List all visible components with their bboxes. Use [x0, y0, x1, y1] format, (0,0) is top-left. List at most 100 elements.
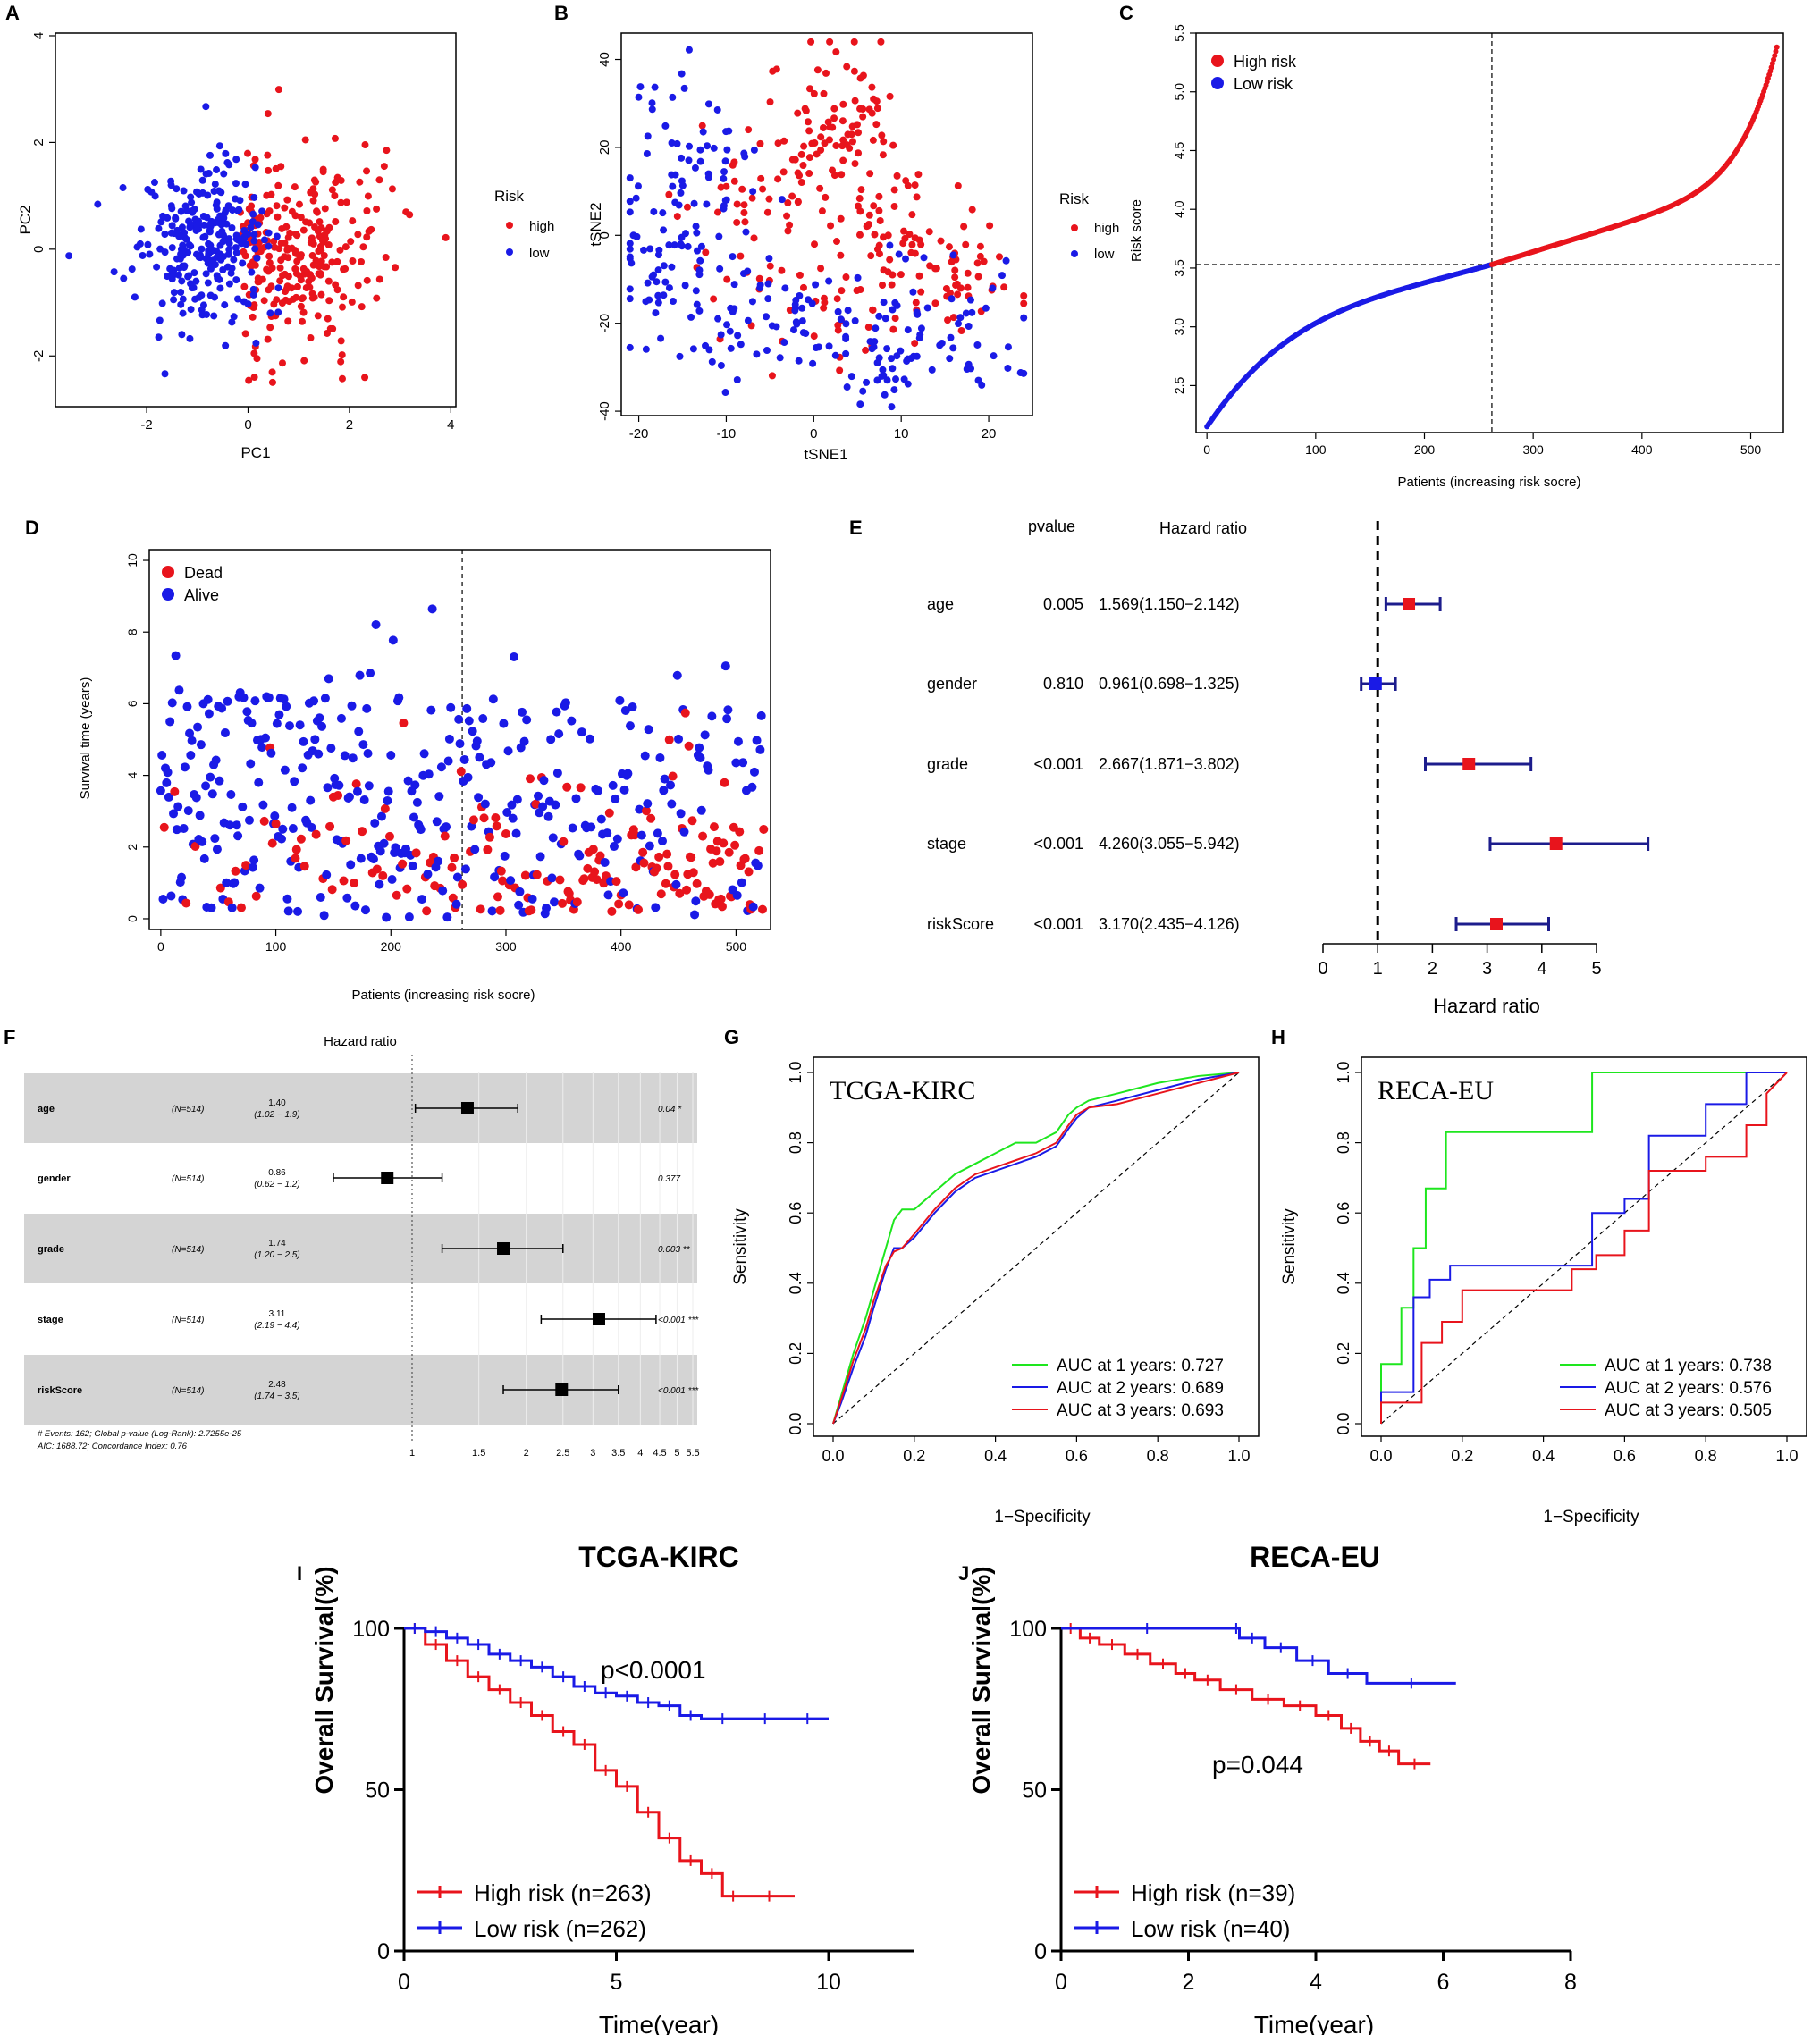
panel-d-point-alive: [285, 721, 295, 731]
panel-b-point-low: [721, 389, 729, 397]
panel-a-point-low: [210, 312, 218, 320]
panel-d-point-dead: [372, 864, 382, 874]
panel-a-point-high: [358, 257, 366, 265]
panel-d-point-alive: [577, 727, 586, 737]
panel-h-legend-label: AUC at 2 years: 0.576: [1605, 1379, 1772, 1398]
panel-a-point-high: [299, 226, 308, 234]
panel-a-point-low: [204, 191, 212, 199]
panel-d-point-alive: [359, 795, 369, 805]
panel-d-point-alive: [316, 892, 325, 902]
panel-d-legend-alive: Alive: [184, 586, 219, 604]
panel-d-point-alive: [755, 744, 765, 754]
panel-b-x-tick-label: 10: [894, 426, 909, 441]
panel-e-row-pvalue: 0.005: [1043, 595, 1083, 613]
panel-j-x-tick-label: 0: [1055, 1970, 1067, 1995]
panel-g-x-tick-label: 0.0: [822, 1447, 844, 1465]
panel-b-point-low: [923, 304, 931, 312]
panel-b-point-high: [931, 299, 939, 307]
panel-d-point-alive: [403, 776, 413, 786]
panel-h-legend-label: AUC at 1 years: 0.738: [1605, 1357, 1772, 1375]
panel-b-point-high: [869, 136, 877, 144]
panel-b-point-high: [717, 183, 725, 191]
panel-b-point-low: [886, 241, 894, 249]
panel-b-point-high: [786, 221, 794, 229]
panel-b-point-low: [677, 189, 685, 197]
panel-b-point-high: [794, 198, 802, 206]
panel-a-point-low: [201, 232, 209, 240]
panel-d-point-alive: [593, 786, 602, 795]
panel-d-point-alive: [356, 854, 366, 863]
panel-i-km-curves: [404, 1623, 829, 1902]
panel-d-point-alive: [319, 911, 329, 921]
panel-b-point-low: [897, 347, 905, 355]
panel-d-point-alive: [464, 716, 474, 726]
panel-e-row-label: age: [927, 595, 954, 613]
panel-a-point-low: [193, 221, 201, 229]
panel-c-point-high: [1771, 56, 1777, 63]
panel-b-point-low: [660, 226, 668, 234]
panel-d-point-alive: [274, 710, 284, 719]
panel-d-point-alive: [247, 719, 257, 728]
panel-e-row-hr: 3.170(2.435−4.126): [1099, 915, 1240, 933]
panel-b-point-low: [678, 154, 686, 162]
panel-a-point-low: [110, 268, 118, 276]
panel-b-point-high: [811, 240, 819, 248]
panel-d-point-alive: [174, 685, 184, 695]
panel-d-point-alive: [472, 736, 482, 746]
panel-f-hr-marker: [592, 1313, 605, 1325]
panel-d-point-alive: [620, 705, 630, 715]
panel-f-x-tick-label: 3.5: [611, 1448, 625, 1459]
panel-d-point-alive: [487, 906, 497, 916]
panel-d-point-alive: [748, 902, 758, 912]
panel-b-point-low: [626, 208, 634, 216]
panel-b-point-low: [920, 254, 928, 262]
panel-b-point-low: [879, 366, 887, 374]
panel-d-point-dead: [682, 885, 692, 895]
panel-e-hr-marker: [1403, 598, 1416, 610]
panel-d-point-alive: [676, 809, 686, 819]
panel-a-y-tick-label: -2: [31, 350, 46, 362]
panel-a-point-high: [337, 198, 345, 206]
panel-b-point-high: [913, 193, 921, 201]
panel-c-y-tick-label: 5.0: [1172, 83, 1186, 101]
panel-i-legend-label: High risk (n=263): [474, 1879, 652, 1906]
panel-b-point-low: [842, 320, 850, 328]
panel-b-legend-low-marker: [1071, 250, 1078, 257]
panel-b-point-low: [854, 273, 862, 282]
panel-a-point-high: [340, 265, 348, 273]
panel-d-point-alive: [460, 864, 470, 874]
panel-a-point-low: [225, 280, 233, 288]
panel-a-point-high: [331, 134, 339, 142]
panel-d-point-dead: [483, 845, 493, 854]
panel-d-point-alive: [277, 834, 287, 844]
panel-e-x-label: Hazard ratio: [1433, 995, 1540, 1017]
panel-d-point-dead: [708, 858, 718, 868]
panel-d-point-dead: [633, 904, 643, 914]
panel-b-point-low: [812, 281, 820, 289]
panel-a-point-high: [308, 252, 316, 260]
panel-a-point-high: [316, 218, 324, 226]
panel-e-axis: 0 1 2 3 4 5: [1318, 943, 1602, 979]
panel-letter-b: B: [554, 2, 569, 24]
panel-f: Hazard ratio age (N=514) 1.40 (1.02 − 1.9) 0…: [24, 1034, 700, 1459]
panel-a-point-high: [245, 205, 253, 213]
panel-f-row-ci: (2.19 − 4.4): [254, 1321, 299, 1331]
panel-b-point-low: [654, 266, 662, 274]
panel-b-point-high: [827, 222, 835, 230]
panel-d-point-alive: [554, 729, 564, 739]
panel-b-point-high: [741, 218, 749, 226]
panel-a-point-high: [243, 149, 251, 157]
panel-b-point-low: [626, 174, 634, 182]
panel-d-point-alive: [518, 707, 527, 717]
panel-b-point-high: [683, 203, 691, 211]
panel-d-point-alive: [307, 822, 316, 832]
panel-d-point-alive: [600, 857, 610, 867]
panel-h-y-tick-label: 0.4: [1335, 1272, 1352, 1294]
panel-f-x-tick-label: 4.5: [653, 1448, 666, 1459]
panel-a-point-low: [156, 316, 164, 324]
panel-a-y-tick-label: 0: [31, 246, 46, 253]
panel-d-point-alive: [362, 703, 372, 713]
panel-c-legend-high: High risk: [1234, 53, 1297, 71]
panel-b-point-low: [847, 373, 855, 381]
panel-d-point-alive: [625, 721, 635, 731]
